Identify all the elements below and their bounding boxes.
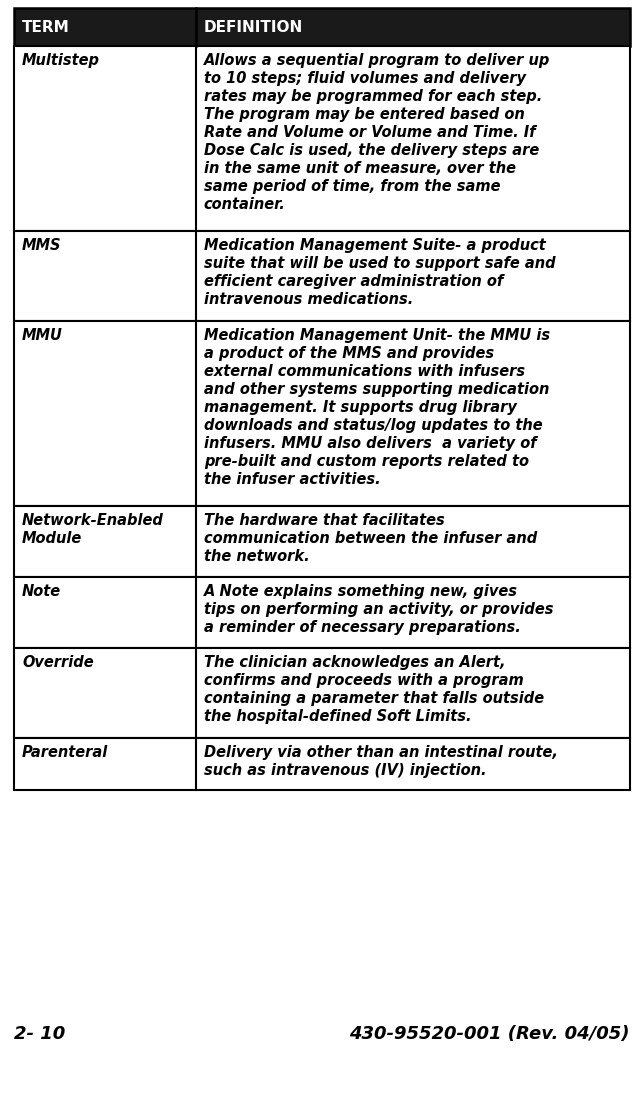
Bar [14, 231, 630, 321]
Text: MMS: MMS [22, 238, 61, 253]
Text: Parenteral: Parenteral [22, 745, 108, 760]
Text: Medication Management Unit- the MMU is
a product of the MMS and provides
externa: Medication Management Unit- the MMU is a… [204, 328, 550, 487]
Text: Delivery via other than an intestinal route,
such as intravenous (IV) injection.: Delivery via other than an intestinal ro… [204, 745, 558, 778]
Text: 2- 10: 2- 10 [14, 1025, 65, 1043]
Text: Medication Management Suite- a product
suite that will be used to support safe a: Medication Management Suite- a product s… [204, 238, 555, 307]
Text: DEFINITION: DEFINITION [204, 20, 303, 35]
Text: A Note explains something new, gives
tips on performing an activity, or provides: A Note explains something new, gives tip… [204, 584, 553, 635]
Bar [14, 507, 630, 577]
Text: Network-Enabled
Module: Network-Enabled Module [22, 513, 164, 546]
Text: The hardware that facilitates
communication between the infuser and
the network.: The hardware that facilitates communicat… [204, 513, 537, 565]
Text: TERM: TERM [22, 20, 70, 35]
Bar [14, 577, 630, 648]
Bar [14, 738, 630, 790]
Text: 430-95520-001 (Rev. 04/05): 430-95520-001 (Rev. 04/05) [350, 1025, 630, 1043]
Text: Override: Override [22, 655, 93, 670]
Bar [14, 8, 630, 46]
Bar [14, 648, 630, 738]
Text: Note: Note [22, 584, 61, 600]
Bar [14, 46, 630, 231]
Bar [14, 321, 630, 507]
Text: Allows a sequential program to deliver up
to 10 steps; fluid volumes and deliver: Allows a sequential program to deliver u… [204, 53, 550, 212]
Text: The clinician acknowledges an Alert,
confirms and proceeds with a program
contai: The clinician acknowledges an Alert, con… [204, 655, 544, 724]
Text: Multistep: Multistep [22, 53, 100, 68]
Text: MMU: MMU [22, 328, 63, 344]
